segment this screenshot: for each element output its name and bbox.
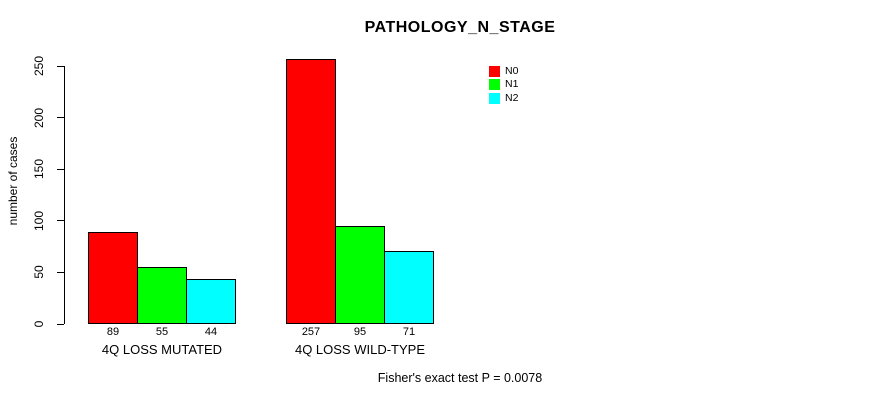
- bar-value-label: 95: [353, 326, 367, 338]
- y-tick-label: 150: [32, 159, 46, 180]
- y-tick-label: 0: [32, 320, 46, 328]
- y-tick-label: 100: [32, 210, 46, 231]
- chart-title: PATHOLOGY_N_STAGE: [364, 19, 556, 36]
- y-tick-mark: [57, 271, 64, 273]
- y-tick-label: 250: [32, 55, 46, 77]
- y-tick-mark: [57, 65, 64, 67]
- y-tick-mark: [57, 323, 64, 325]
- legend-item-label: N0: [505, 65, 519, 77]
- y-tick-mark: [57, 168, 64, 170]
- bar-n2-group2: [384, 250, 434, 324]
- legend-item: N2: [489, 91, 519, 104]
- y-axis-label: number of cases: [6, 136, 20, 226]
- y-tick-label: 200: [32, 107, 46, 128]
- bar-n1-group1: [137, 267, 187, 324]
- bar-n2-group1: [186, 278, 236, 324]
- bar-value-label: 55: [155, 326, 169, 338]
- bar-value-label: 44: [204, 326, 218, 338]
- category-label: 4Q LOSS MUTATED: [101, 342, 223, 357]
- bar-n0-group1: [88, 232, 138, 324]
- legend-item-label: N1: [505, 78, 519, 91]
- bar-value-label: 257: [301, 326, 321, 338]
- bar-n1-group2: [335, 225, 385, 324]
- annotation-text: Fisher's exact test P = 0.0078: [377, 371, 543, 385]
- y-tick-mark: [57, 117, 64, 119]
- bar-value-label: 71: [402, 326, 416, 338]
- y-tick-label: 50: [32, 265, 46, 280]
- y-axis-line: [64, 66, 65, 324]
- bar-n0-group2: [286, 58, 336, 324]
- legend-item: N0: [489, 66, 518, 77]
- legend-swatch-n2: [489, 92, 500, 104]
- legend-item-label: N2: [505, 91, 519, 104]
- legend-item: N1: [489, 78, 519, 91]
- category-label: 4Q LOSS WILD-TYPE: [294, 342, 426, 357]
- legend-swatch-n0: [489, 66, 500, 77]
- y-tick-mark: [57, 220, 64, 222]
- legend-swatch-n1: [489, 79, 500, 91]
- bar-value-label: 89: [106, 326, 120, 338]
